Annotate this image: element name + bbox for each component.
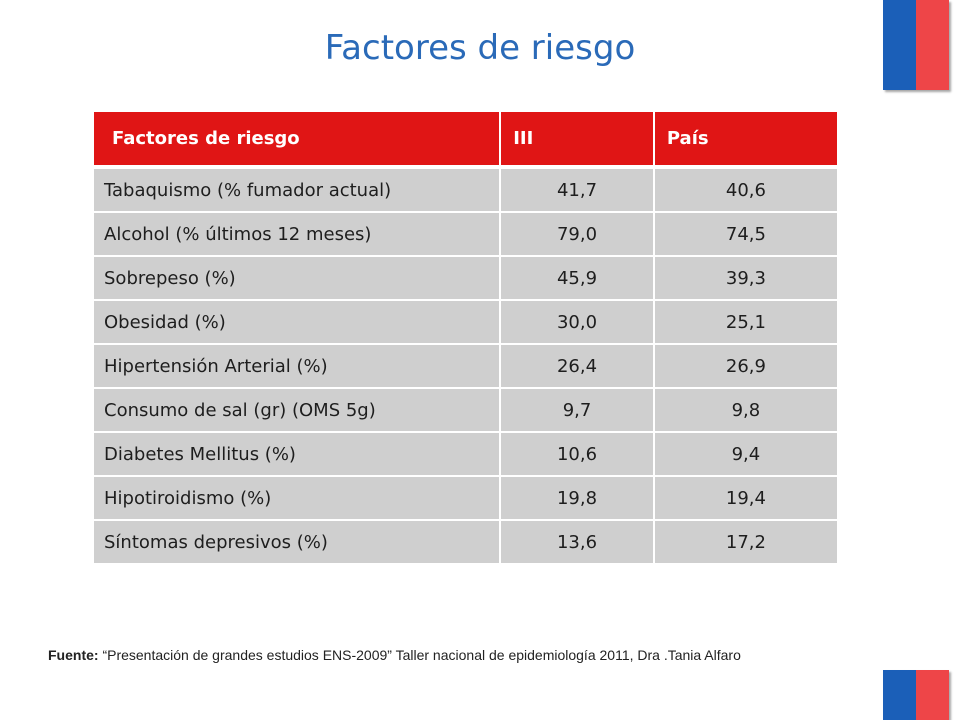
- risk-factor-label: Hipotiroidismo (%): [94, 476, 502, 521]
- risk-factors-table: Factores de riesgo III País Tabaquismo (…: [94, 112, 840, 565]
- region-value: 9,7: [500, 388, 655, 433]
- source-text: “Presentación de grandes estudios ENS-20…: [98, 647, 741, 663]
- region-value: 26,4: [500, 344, 655, 389]
- header-country: País: [653, 112, 840, 169]
- flag-red-stripe: [916, 0, 949, 90]
- table-row: Diabetes Mellitus (%) 10,6 9,4: [94, 432, 840, 477]
- country-value: 40,6: [653, 167, 840, 213]
- table-row: Sobrepeso (%) 45,9 39,3: [94, 256, 840, 301]
- region-value: 41,7: [500, 167, 655, 213]
- table-header-row: Factores de riesgo III País: [94, 112, 840, 169]
- region-value: 13,6: [500, 520, 655, 565]
- country-value: 9,4: [653, 432, 840, 477]
- table-row: Alcohol (% últimos 12 meses) 79,0 74,5: [94, 212, 840, 257]
- table-row: Obesidad (%) 30,0 25,1: [94, 300, 840, 345]
- country-value: 39,3: [653, 256, 840, 301]
- region-value: 45,9: [500, 256, 655, 301]
- table-row: Tabaquismo (% fumador actual) 41,7 40,6: [94, 167, 840, 213]
- flag-decoration-bottom: [883, 670, 949, 720]
- region-value: 19,8: [500, 476, 655, 521]
- table-row: Síntomas depresivos (%) 13,6 17,2: [94, 520, 840, 565]
- risk-factor-label: Hipertensión Arterial (%): [94, 344, 502, 389]
- country-value: 74,5: [653, 212, 840, 257]
- country-value: 17,2: [653, 520, 840, 565]
- country-value: 19,4: [653, 476, 840, 521]
- risk-factor-label: Obesidad (%): [94, 300, 502, 345]
- header-region-iii: III: [500, 112, 655, 169]
- flag-decoration-top: [883, 0, 949, 90]
- header-risk-factor: Factores de riesgo: [94, 112, 502, 169]
- source-note: Fuente: “Presentación de grandes estudio…: [48, 647, 741, 663]
- table-row: Consumo de sal (gr) (OMS 5g) 9,7 9,8: [94, 388, 840, 433]
- country-value: 9,8: [653, 388, 840, 433]
- region-value: 10,6: [500, 432, 655, 477]
- risk-factor-label: Sobrepeso (%): [94, 256, 502, 301]
- risk-factor-label: Síntomas depresivos (%): [94, 520, 502, 565]
- country-value: 26,9: [653, 344, 840, 389]
- flag-red-stripe: [916, 670, 949, 720]
- region-value: 79,0: [500, 212, 655, 257]
- flag-blue-stripe: [883, 670, 916, 720]
- page-title: Factores de riesgo: [324, 28, 636, 68]
- risk-factor-label: Consumo de sal (gr) (OMS 5g): [94, 388, 502, 433]
- region-value: 30,0: [500, 300, 655, 345]
- flag-blue-stripe: [883, 0, 916, 90]
- table-row: Hipotiroidismo (%) 19,8 19,4: [94, 476, 840, 521]
- risk-factor-label: Alcohol (% últimos 12 meses): [94, 212, 502, 257]
- country-value: 25,1: [653, 300, 840, 345]
- source-label: Fuente:: [48, 647, 99, 663]
- risk-factor-label: Tabaquismo (% fumador actual): [94, 167, 502, 213]
- table-row: Hipertensión Arterial (%) 26,4 26,9: [94, 344, 840, 389]
- risk-factor-label: Diabetes Mellitus (%): [94, 432, 502, 477]
